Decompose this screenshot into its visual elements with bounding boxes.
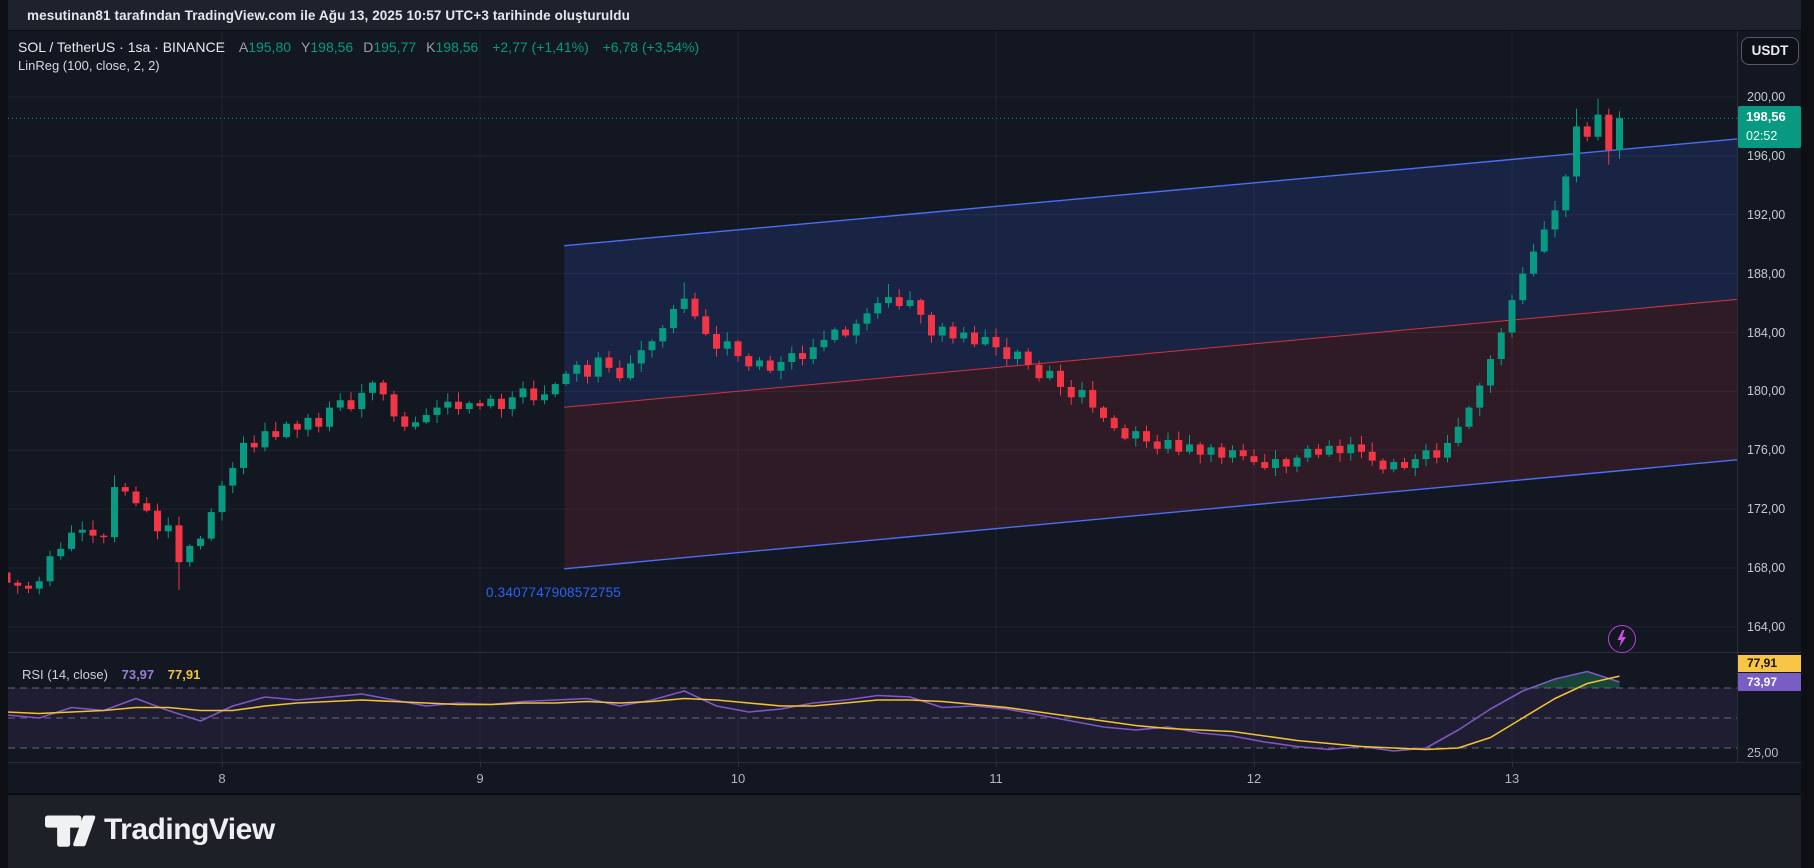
lightning-icon [1617,630,1626,647]
time-axis-label: 9 [476,771,484,786]
ohlc-label: D [363,39,374,55]
price-axis-label: 196,00 [1747,148,1786,163]
pane-separator[interactable] [8,652,1801,653]
ohlc-values: A195,80 Y198,56 D195,77 K198,56 [229,39,478,55]
time-axis-label: 13 [1504,771,1520,786]
indicator-legend[interactable]: LinReg (100, close, 2, 2) [18,58,160,73]
tradingview-logo[interactable] [45,810,97,859]
linreg-coefficient: 0.3407747908572755 [486,585,621,600]
rsi-title: RSI (14, close) [22,667,108,682]
attribution-bar: mesutinan81 tarafından TradingView.com i… [0,0,1814,31]
right-edge [1801,0,1814,868]
ohlc-label: Y [301,39,311,55]
tradingview-logo-text: TradingView [104,813,275,846]
time-axis-tick [222,763,223,767]
ohlc-label: K [426,39,436,55]
last-price-tag: 198,56 02:52 [1738,106,1801,149]
price-axis-label: 176,00 [1747,443,1786,458]
time-axis-label: 8 [218,771,226,786]
time-axis-tick [1254,763,1255,767]
currency-toggle-button[interactable]: USDT [1741,37,1799,65]
rsi-bottom-axis-label: 25,00 [1747,746,1779,760]
rsi-ma-axis-label: 77,91 [1738,655,1801,672]
price-axis-label: 168,00 [1747,561,1786,576]
left-edge [0,0,8,868]
change-value: +2,77 (+1,41%) [492,39,589,55]
ohlc-value: 195,80 [248,39,292,55]
axis-divider [1737,31,1738,793]
price-axis-label: 188,00 [1747,266,1786,281]
boost-button[interactable] [1608,625,1636,653]
rsi-main-axis-label: 73,97 [1738,673,1801,691]
time-axis-tick [1512,763,1513,767]
symbol-legend[interactable]: SOL / TetherUS · 1sa · BINANCE A195,80 Y1… [18,39,699,55]
rsi-main-value: 73,97 [121,667,155,682]
total-change-value: +6,78 (+3,54%) [602,39,700,55]
time-axis-tick [996,763,997,767]
ohlc-label: A [238,39,249,55]
price-axis[interactable]: 198,56 02:52 200,00 196,00 192,00 188,00 184… [1738,31,1801,762]
time-axis-tick [738,763,739,767]
time-axis-label: 11 [989,771,1003,786]
last-price-value: 198,56 [1746,109,1786,125]
time-axis-label: 12 [1246,771,1262,786]
price-axis-label: 164,00 [1747,619,1786,634]
footer-bar: TradingView [0,793,1814,868]
bar-countdown: 02:52 [1746,129,1778,144]
price-axis-label: 192,00 [1747,207,1786,222]
rsi-ma-value: 77,91 [167,667,201,682]
time-axis-label: 10 [730,771,746,786]
ohlc-value: 198,56 [435,39,479,55]
indicator-title: LinReg (100, close, 2, 2) [18,58,160,73]
ohlc-value: 195,77 [373,39,417,55]
symbol-title: SOL / TetherUS · 1sa · BINANCE [18,39,225,55]
rsi-legend[interactable]: RSI (14, close) 73,97 77,91 [22,667,200,682]
time-axis[interactable]: 8 9 10 11 12 13 [8,762,1801,793]
price-axis-label: 200,00 [1747,90,1786,104]
price-axis-label: 184,00 [1747,325,1786,340]
ohlc-value: 198,56 [310,39,354,55]
price-axis-label: 172,00 [1747,502,1786,517]
time-axis-tick [480,763,481,767]
price-axis-label: 180,00 [1747,384,1786,399]
attribution-text: mesutinan81 tarafından TradingView.com i… [27,8,630,23]
tradingview-logo-icon [45,815,96,847]
